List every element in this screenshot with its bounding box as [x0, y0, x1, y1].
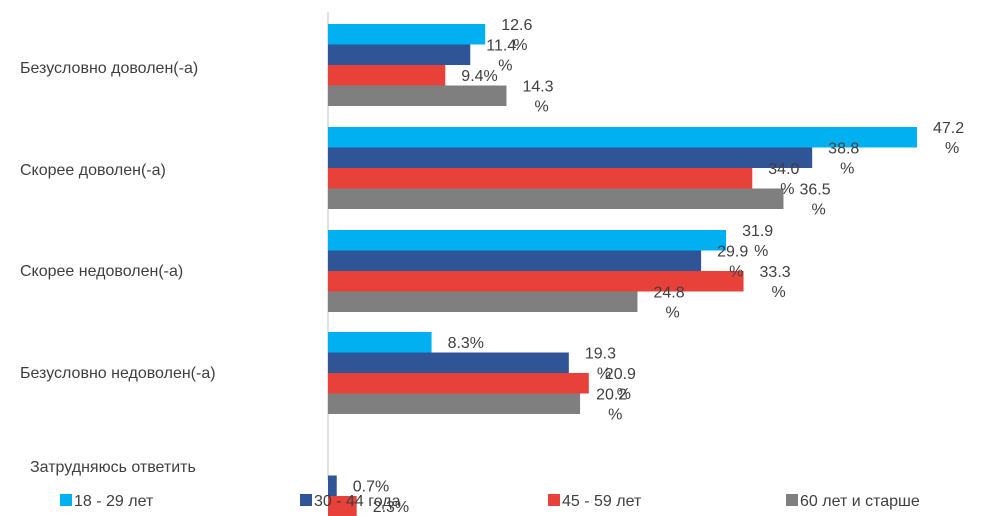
- bar: [328, 230, 727, 251]
- legend-swatch: [60, 494, 72, 506]
- bar: [328, 188, 784, 209]
- category-label: Безусловно доволен(-а): [20, 60, 198, 77]
- bar: [328, 85, 507, 106]
- data-label: 31.9%: [742, 223, 773, 260]
- category-labels: Безусловно доволен(-а) Скорее доволен(-а)…: [20, 60, 216, 476]
- data-label: 14.3%: [522, 79, 553, 116]
- data-label: 19.3%: [585, 346, 616, 383]
- category-label: Безусловно недоволен(-а): [20, 365, 216, 382]
- bar: [328, 393, 581, 414]
- bar: [328, 271, 744, 292]
- bar: [328, 250, 702, 271]
- data-label: 20.9%: [605, 366, 636, 403]
- legend-label: 45 - 59 лет: [562, 493, 642, 510]
- legend-label: 30 - 44 года: [314, 493, 401, 510]
- legend-item: 18 - 29 лет: [60, 493, 154, 510]
- bar: [328, 44, 471, 65]
- data-label: 24.8%: [653, 285, 684, 322]
- data-label: 36.5%: [799, 182, 830, 219]
- legend: 18 - 29 лет 30 - 44 года 45 - 59 лет 60 лет…: [60, 493, 920, 510]
- bar: [328, 352, 569, 373]
- legend-item: 45 - 59 лет: [548, 493, 642, 510]
- data-label: 47.2%: [933, 120, 964, 157]
- legend-item: 60 лет и старше: [786, 493, 920, 510]
- category-label: Затрудняюсь ответить: [30, 459, 196, 476]
- data-label: 33.3%: [760, 264, 791, 301]
- data-label: 11.4%: [486, 38, 516, 75]
- legend-item: 30 - 44 года: [300, 493, 401, 510]
- bar: [328, 291, 638, 312]
- bar: [328, 475, 337, 496]
- legend-swatch: [300, 494, 312, 506]
- data-labels: 12.6 % 47.2 % 31.9 % 8.3% 11.4 % 38.8 % 29.9 % 19.3 % 0…: [353, 17, 965, 516]
- bar: [328, 127, 917, 148]
- data-label: 34.0%: [768, 161, 799, 198]
- bar: [328, 373, 589, 394]
- bar: [328, 332, 432, 353]
- bar-marks: [328, 24, 917, 516]
- bar: [328, 147, 813, 168]
- category-label: Скорее недоволен(-а): [20, 263, 183, 280]
- data-label: 29.9%: [717, 244, 748, 281]
- data-label: 9.4%: [461, 68, 497, 85]
- bar: [328, 24, 486, 45]
- data-label: 0.7%: [353, 479, 389, 496]
- legend-label: 18 - 29 лет: [74, 493, 154, 510]
- data-label: 2.3%: [373, 499, 409, 516]
- data-label: 12.6%: [501, 17, 532, 54]
- data-label: 8.3%: [448, 335, 484, 352]
- bar: [328, 496, 357, 516]
- legend-label: 60 лет и старше: [800, 493, 920, 510]
- category-label: Скорее доволен(-а): [20, 162, 166, 179]
- data-label: 38.8%: [828, 141, 859, 178]
- legend-swatch: [548, 494, 560, 506]
- bar: [328, 168, 753, 189]
- bar: [328, 65, 446, 86]
- data-label: 20.2%: [596, 387, 627, 424]
- legend-swatch: [786, 494, 798, 506]
